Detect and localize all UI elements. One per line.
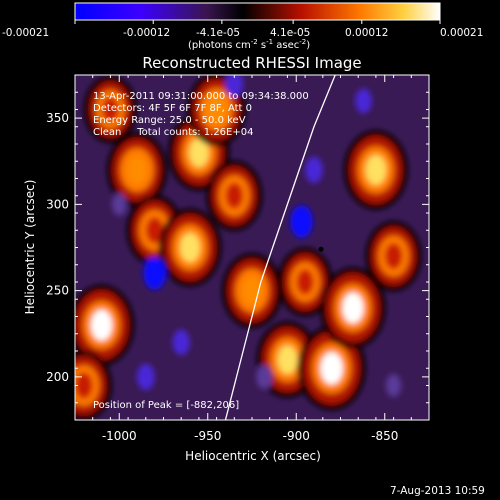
source-core: [365, 154, 387, 186]
source-core: [145, 217, 164, 244]
x-tick-label: -1000: [102, 429, 137, 443]
x-tick-label: -850: [371, 429, 398, 443]
y-tick-label: 200: [46, 370, 69, 384]
source-core: [137, 363, 155, 390]
colorbar-tick-label: -0.00021: [2, 27, 49, 39]
x-axis-label: Heliocentric X (arcsec): [185, 449, 321, 463]
source-core: [127, 155, 147, 185]
timestamp-footer: 7-Aug-2013 10:59: [390, 485, 485, 497]
detectors-text: Detectors: 4F 5F 6F 7F 8F, Att 0: [93, 103, 252, 114]
source-core: [384, 243, 403, 270]
colorbar-tick-label: -0.00012: [123, 27, 170, 39]
source-core: [90, 309, 113, 341]
solar-limb-line: [224, 75, 336, 420]
image-area: [75, 75, 429, 420]
time-range-text: 13-Apr-2011 09:31:00.000 to 09:34:38.000: [93, 91, 309, 102]
colorbar-tick-label: 0.00021: [440, 27, 483, 39]
emission-map: [75, 75, 422, 420]
colorbar-tick-marks: [74, 20, 441, 24]
x-tick-label: -900: [283, 429, 310, 443]
colorbar-gradient: [74, 2, 441, 21]
peak-marker: [318, 246, 324, 252]
colorbar-tick-label: 0.00012: [345, 27, 388, 39]
source-core: [256, 364, 273, 389]
x-tick-labels: -1000 -950 -900 -850: [102, 429, 399, 443]
source-core: [207, 95, 226, 124]
annotation-block: 13-Apr-2011 09:31:00.000 to 09:34:38.000…: [93, 91, 309, 411]
source-core: [102, 97, 119, 122]
clean-counts-text: Clean Total counts: 1.26E+04: [93, 127, 253, 138]
source-core: [296, 269, 314, 295]
colorbar-tick-label: 4.1e-05: [270, 27, 310, 39]
y-axis-label: Heliocentric Y (arcsec): [23, 180, 37, 315]
source-core: [305, 156, 323, 183]
colorbar-tick-label: -4.1e-05: [196, 27, 240, 39]
source-core: [75, 372, 93, 399]
source-core: [320, 352, 343, 385]
source-core: [189, 138, 209, 168]
x-tick-label: -950: [194, 429, 221, 443]
source-core: [277, 345, 298, 375]
source-core: [143, 257, 166, 290]
y-tick-label: 250: [46, 284, 69, 298]
source-core: [342, 292, 364, 324]
colorbar-units-label: (photons cm-2 s-1 asec-2): [188, 38, 310, 51]
peak-position-text: Position of Peak = [-882,206]: [93, 400, 239, 411]
source-core: [290, 205, 313, 238]
source-core: [112, 193, 127, 216]
source-core: [225, 75, 244, 97]
source-core: [386, 374, 402, 397]
axis-ticks: [74, 74, 430, 421]
chart-title: Reconstructed RHESSI Image: [142, 54, 361, 72]
y-tick-label: 300: [46, 197, 69, 211]
source-core: [355, 88, 372, 114]
source-core: [225, 182, 244, 209]
colorbar: -0.00021 -0.00012 -4.1e-05 4.1e-05 0.000…: [2, 2, 483, 51]
source-core: [179, 232, 201, 263]
energy-range-text: Energy Range: 25.0 - 50.0 keV: [93, 115, 246, 126]
y-tick-label: 350: [46, 111, 69, 125]
y-tick-labels: 200 250 300 350: [46, 111, 69, 384]
source-core: [172, 329, 190, 356]
